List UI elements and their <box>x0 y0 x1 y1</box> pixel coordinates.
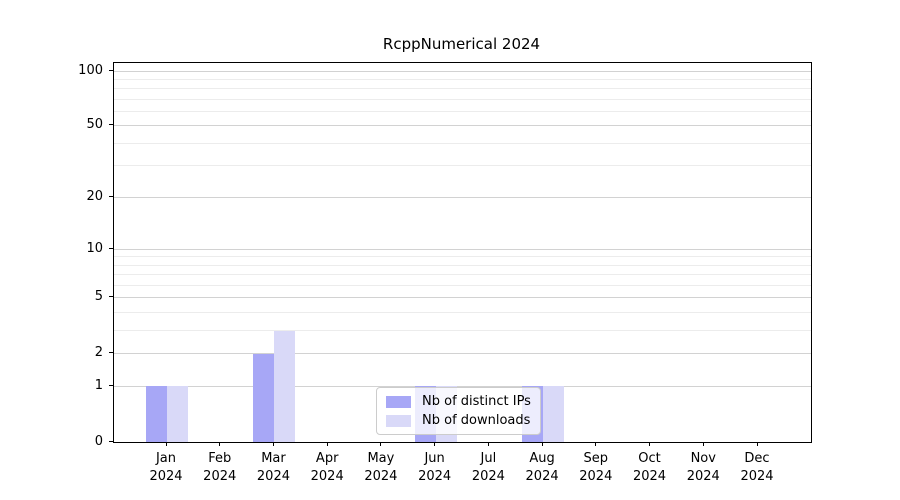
gridline-major-1 <box>114 385 811 387</box>
x-tick-label-jun-2024: Jun 2024 <box>403 450 467 486</box>
x-tick-mark-jan-2024 <box>165 442 167 446</box>
x-tick-label-feb-2024: Feb 2024 <box>188 450 252 486</box>
x-tick-mark-jul-2024 <box>487 442 489 446</box>
x-tick-label-year-jun-2024: 2024 <box>418 469 452 484</box>
gridline-minor-3 <box>114 330 811 332</box>
x-tick-label-apr-2024: Apr 2024 <box>295 450 359 486</box>
bar-nb-of-distinct-ips-mar-2024 <box>253 353 275 442</box>
x-tick-mark-may-2024 <box>380 442 382 446</box>
x-tick-label-nov-2024: Nov 2024 <box>671 450 735 486</box>
gridline-minor-30 <box>114 165 811 167</box>
y-tick-label-10: 10 <box>86 240 103 256</box>
x-tick-label-sep-2024: Sep 2024 <box>564 450 628 486</box>
x-tick-label-month-jun: Jun <box>424 451 445 466</box>
y-tick-mark-50 <box>109 124 113 126</box>
x-tick-label-year-mar-2024: 2024 <box>256 469 290 484</box>
x-tick-label-year-sep-2024: 2024 <box>579 469 613 484</box>
legend-label-distinct-ips: Nb of distinct IPs <box>422 394 531 409</box>
x-tick-label-year-may-2024: 2024 <box>364 469 398 484</box>
x-tick-mark-feb-2024 <box>219 442 221 446</box>
x-tick-mark-nov-2024 <box>702 442 704 446</box>
y-tick-label-1: 1 <box>94 377 103 393</box>
y-tick-mark-10 <box>109 247 113 249</box>
y-tick-label-100: 100 <box>78 62 103 78</box>
y-tick-mark-2 <box>109 352 113 354</box>
bar-nb-of-downloads-jan-2024 <box>167 386 188 442</box>
y-tick-mark-100 <box>109 69 113 71</box>
x-tick-mark-sep-2024 <box>595 442 597 446</box>
x-tick-label-jul-2024: Jul 2024 <box>456 450 520 486</box>
x-tick-label-year-aug-2024: 2024 <box>525 469 559 484</box>
gridline-major-5 <box>114 297 811 299</box>
x-tick-label-year-jan-2024: 2024 <box>149 469 183 484</box>
x-tick-label-jan-2024: Jan 2024 <box>134 450 198 486</box>
x-tick-label-month-oct: Oct <box>638 451 661 466</box>
x-tick-mark-dec-2024 <box>756 442 758 446</box>
gridline-minor-7 <box>114 274 811 276</box>
x-tick-label-year-nov-2024: 2024 <box>686 469 720 484</box>
x-tick-label-month-dec: Dec <box>744 451 770 466</box>
x-tick-label-month-jul: Jul <box>480 451 497 466</box>
x-tick-label-year-feb-2024: 2024 <box>203 469 237 484</box>
x-tick-label-month-jan: Jan <box>155 451 177 466</box>
gridline-major-20 <box>114 196 811 198</box>
x-tick-mark-oct-2024 <box>649 442 651 446</box>
y-tick-mark-20 <box>109 195 113 197</box>
gridline-minor-70 <box>114 98 811 100</box>
legend-swatch-distinct-ips <box>386 395 411 408</box>
x-tick-label-month-feb: Feb <box>208 451 232 466</box>
y-tick-label-0: 0 <box>94 433 103 449</box>
x-tick-label-month-sep: Sep <box>583 451 609 466</box>
legend-swatch-downloads <box>386 414 411 427</box>
legend: Nb of distinct IPs Nb of downloads <box>376 387 541 435</box>
legend-item-distinct-ips: Nb of distinct IPs <box>386 394 531 409</box>
x-tick-label-aug-2024: Aug 2024 <box>510 450 574 486</box>
x-tick-mark-mar-2024 <box>272 442 274 446</box>
x-tick-label-oct-2024: Oct 2024 <box>618 450 682 486</box>
gridline-minor-6 <box>114 285 811 287</box>
gridline-minor-9 <box>114 256 811 258</box>
x-tick-mark-jun-2024 <box>434 442 436 446</box>
x-tick-label-mar-2024: Mar 2024 <box>241 450 305 486</box>
y-tick-label-50: 50 <box>86 117 103 133</box>
x-tick-label-year-jul-2024: 2024 <box>471 469 505 484</box>
x-tick-mark-aug-2024 <box>541 442 543 446</box>
plot-area: Nb of distinct IPs Nb of downloads <box>113 62 812 443</box>
gridline-major-50 <box>114 125 811 127</box>
y-tick-label-5: 5 <box>94 289 103 305</box>
gridline-minor-40 <box>114 142 811 144</box>
x-tick-label-month-may: May <box>367 451 395 466</box>
x-tick-label-year-oct-2024: 2024 <box>632 469 667 484</box>
y-tick-mark-5 <box>109 296 113 298</box>
legend-label-downloads: Nb of downloads <box>422 413 531 428</box>
x-tick-label-may-2024: May 2024 <box>349 450 413 486</box>
y-tick-mark-1 <box>109 384 113 386</box>
gridline-minor-90 <box>114 78 811 80</box>
gridline-minor-4 <box>114 312 811 314</box>
x-tick-label-month-nov: Nov <box>690 451 716 466</box>
x-tick-label-dec-2024: Dec 2024 <box>725 450 789 486</box>
gridline-major-2 <box>114 353 811 355</box>
y-tick-label-2: 2 <box>94 345 103 361</box>
x-tick-label-year-apr-2024: 2024 <box>310 469 344 484</box>
bar-nb-of-downloads-mar-2024 <box>274 330 296 442</box>
gridline-major-10 <box>114 248 811 250</box>
gridline-major-100 <box>114 70 811 72</box>
y-tick-label-20: 20 <box>86 188 103 204</box>
x-tick-label-month-aug: Aug <box>529 451 555 466</box>
x-tick-label-month-mar: Mar <box>261 451 286 466</box>
y-tick-mark-0 <box>109 440 113 442</box>
bar-nb-of-downloads-aug-2024 <box>543 386 565 442</box>
gridline-minor-60 <box>114 111 811 113</box>
bar-nb-of-distinct-ips-jan-2024 <box>146 386 167 442</box>
chart-title: RcppNumerical 2024 <box>382 35 541 53</box>
x-tick-label-month-apr: Apr <box>315 451 339 466</box>
x-tick-mark-apr-2024 <box>326 442 328 446</box>
x-tick-label-year-dec-2024: 2024 <box>740 469 774 484</box>
legend-item-downloads: Nb of downloads <box>386 413 531 428</box>
gridline-minor-80 <box>114 88 811 90</box>
gridline-minor-8 <box>114 264 811 266</box>
